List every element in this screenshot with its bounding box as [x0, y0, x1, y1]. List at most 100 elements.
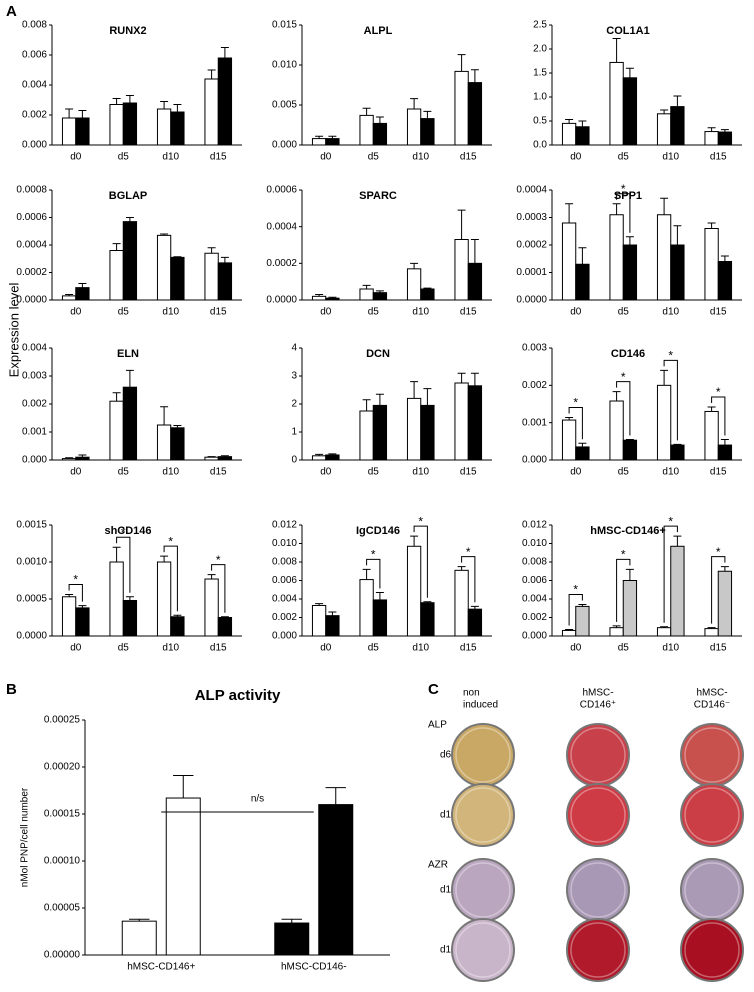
- bar: [204, 456, 219, 461]
- y-tick-label: 0.000: [522, 455, 547, 466]
- y-tick-label: 0.005: [272, 100, 297, 111]
- bar: [325, 297, 340, 301]
- error-bar: [673, 535, 682, 547]
- bar: [420, 404, 435, 461]
- bar: [359, 410, 374, 461]
- bar: [372, 122, 388, 146]
- bar: [454, 70, 469, 146]
- error-bar: [160, 555, 169, 562]
- significance-star: *: [168, 534, 173, 548]
- error-bar: [112, 243, 121, 251]
- well: [451, 783, 515, 847]
- y-tick-label: 0.0015: [16, 520, 47, 531]
- error-bar: [707, 222, 716, 229]
- column-header: induced: [463, 700, 498, 711]
- error-bar: [375, 393, 384, 406]
- significance-bracket: [711, 556, 726, 624]
- error-bar: [673, 225, 682, 245]
- error-bar: [457, 54, 466, 72]
- bar: [170, 427, 185, 461]
- subplot-title: RUNX2: [109, 25, 146, 37]
- chart-title: ALP activity: [195, 687, 281, 704]
- bar: [359, 114, 374, 146]
- error-bar: [173, 256, 182, 258]
- subplot-title: BGLAP: [109, 190, 148, 202]
- column-header: hMSC-: [582, 688, 613, 699]
- error-bar: [160, 233, 169, 236]
- y-tick-label: 0.004: [22, 343, 47, 354]
- error-bar: [207, 69, 216, 79]
- error-bar: [112, 546, 121, 562]
- x-tick-label: d0: [70, 643, 82, 654]
- bar: [311, 295, 327, 301]
- x-tick-label: d10: [662, 152, 679, 163]
- y-tick-label: 0.008: [272, 557, 297, 568]
- x-tick-label: d0: [320, 307, 332, 318]
- x-tick-label: d5: [618, 307, 630, 318]
- x-tick-label: d15: [710, 643, 727, 654]
- y-tick-label: 2: [291, 399, 297, 410]
- bar: [656, 113, 672, 146]
- bar: [156, 424, 172, 461]
- bar: [717, 131, 733, 146]
- significance-star: *: [668, 349, 673, 363]
- y-tick-label: 2.0: [533, 44, 547, 55]
- y-tick-label: 0.0000: [266, 295, 297, 306]
- bar: [704, 228, 719, 301]
- y-tick-label: 1.0: [533, 92, 547, 103]
- error-bar: [578, 247, 587, 265]
- well-rim: [570, 727, 626, 783]
- y-tick-label: 0.0000: [516, 295, 547, 306]
- bar: [311, 604, 327, 637]
- error-bar: [78, 605, 87, 608]
- bar: [704, 131, 719, 146]
- bar: [217, 262, 233, 301]
- bar: [656, 214, 672, 301]
- error-bar: [65, 594, 74, 597]
- error-bar: [65, 457, 74, 459]
- bar: [406, 108, 422, 146]
- y-tick-label: 0.0000: [16, 631, 47, 642]
- error-bar: [315, 294, 324, 297]
- x-tick-label: d15: [710, 467, 727, 478]
- bar: [717, 444, 733, 461]
- bar: [311, 455, 327, 461]
- column-header: CD146⁺: [580, 700, 616, 711]
- y-tick-label: 0.002: [22, 399, 47, 410]
- x-tick-label: d10: [162, 467, 179, 478]
- x-tick-label: d10: [412, 643, 429, 654]
- bar: [165, 797, 201, 956]
- significance-star: *: [121, 525, 126, 539]
- bar: [274, 922, 310, 956]
- significance-bracket: [568, 406, 583, 440]
- x-tick-label: d10: [662, 467, 679, 478]
- well: [451, 723, 515, 787]
- bar: [670, 106, 685, 146]
- bar: [561, 419, 577, 461]
- y-tick-label: 0.002: [522, 612, 547, 623]
- error-bar: [220, 455, 229, 457]
- significance-star: *: [716, 545, 721, 559]
- y-tick-label: 0.00010: [44, 856, 81, 867]
- y-tick-label: 0.001: [22, 427, 47, 438]
- x-tick-label: d15: [210, 152, 227, 163]
- bar: [204, 578, 219, 637]
- bar: [75, 117, 90, 146]
- bar: [359, 288, 374, 301]
- y-tick-label: 0.004: [272, 594, 297, 605]
- bar: [122, 599, 138, 637]
- row-label: d15: [440, 945, 457, 956]
- bar: [609, 627, 624, 637]
- y-tick-label: 0.000: [22, 455, 47, 466]
- y-tick-label: 0.012: [522, 520, 547, 531]
- y-tick-label: 0.006: [522, 575, 547, 586]
- x-tick-label: d5: [618, 467, 630, 478]
- error-bar: [578, 604, 587, 607]
- bar: [170, 616, 185, 637]
- error-bar: [470, 372, 479, 386]
- row-label: d6: [440, 750, 452, 761]
- bar: [575, 605, 590, 637]
- bar: [717, 570, 733, 637]
- subplot-title: ELN: [117, 348, 139, 360]
